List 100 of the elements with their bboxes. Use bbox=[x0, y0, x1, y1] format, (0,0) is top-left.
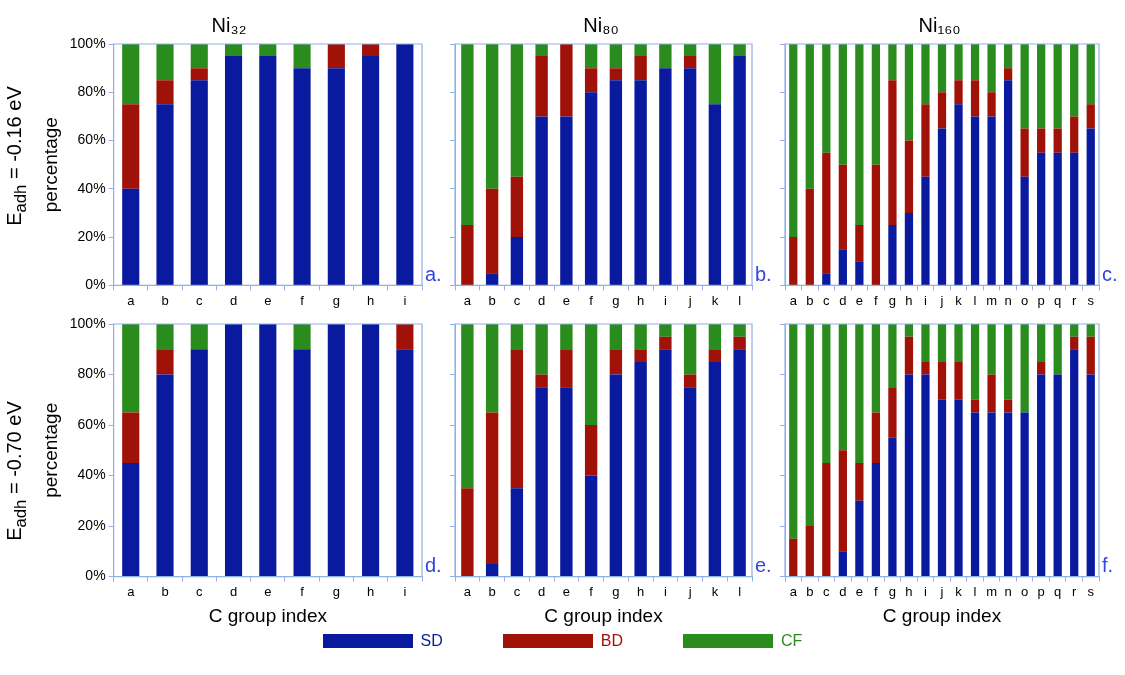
x-tick-label: h bbox=[905, 583, 913, 599]
bar bbox=[156, 104, 174, 285]
bar bbox=[560, 324, 573, 350]
x-tick-label: c bbox=[823, 292, 831, 308]
bar bbox=[535, 56, 548, 117]
y-tick-label: 100% bbox=[69, 314, 106, 331]
bar bbox=[584, 92, 598, 285]
bar bbox=[871, 44, 881, 165]
bar bbox=[362, 56, 380, 285]
x-tick-label: g bbox=[612, 292, 620, 308]
bar bbox=[609, 68, 623, 81]
bar bbox=[888, 437, 897, 577]
bar bbox=[838, 324, 847, 451]
x-tick-label: f bbox=[589, 583, 594, 599]
bar bbox=[855, 500, 864, 577]
bar bbox=[560, 387, 573, 577]
bar bbox=[987, 92, 996, 117]
bar bbox=[954, 80, 963, 105]
bar bbox=[122, 188, 140, 285]
bar bbox=[190, 324, 208, 350]
bar bbox=[1086, 324, 1095, 337]
bar bbox=[224, 56, 243, 285]
bar bbox=[1003, 412, 1013, 577]
bar bbox=[921, 176, 930, 285]
text: CF bbox=[781, 632, 803, 650]
x-tick-label: a bbox=[127, 583, 136, 599]
bar bbox=[485, 563, 499, 577]
bar bbox=[1020, 324, 1029, 413]
bar bbox=[871, 412, 881, 463]
bar bbox=[1003, 80, 1013, 285]
x-tick-label: i bbox=[663, 583, 667, 599]
bar bbox=[1020, 44, 1029, 129]
x-tick-label: j bbox=[687, 292, 692, 308]
x-tick-label: e bbox=[264, 583, 272, 599]
bar bbox=[327, 68, 345, 285]
bar bbox=[1003, 399, 1013, 413]
x-tick-label: e bbox=[855, 583, 863, 599]
x-tick-label: b bbox=[161, 292, 169, 308]
x-tick-label: b bbox=[806, 292, 814, 308]
bar bbox=[1053, 152, 1062, 285]
x-tick-label: n bbox=[1004, 292, 1012, 308]
bar bbox=[871, 462, 881, 577]
bar bbox=[293, 349, 311, 577]
bar bbox=[987, 324, 996, 375]
bar bbox=[461, 225, 474, 285]
bar bbox=[1070, 152, 1079, 285]
bar bbox=[362, 324, 380, 577]
bar bbox=[609, 44, 623, 69]
bar bbox=[871, 164, 881, 285]
x-tick-label: k bbox=[955, 292, 963, 308]
bar bbox=[1003, 68, 1013, 81]
y-axis-title: percentage bbox=[39, 117, 61, 213]
bar bbox=[634, 349, 647, 362]
x-tick-label: h bbox=[637, 292, 645, 308]
bar bbox=[535, 324, 548, 375]
bar bbox=[987, 44, 996, 93]
x-tick-label: d bbox=[538, 583, 546, 599]
bar bbox=[122, 104, 140, 189]
bar bbox=[937, 128, 947, 285]
x-tick-label: o bbox=[1021, 292, 1029, 308]
x-tick-label: i bbox=[924, 292, 928, 308]
bar bbox=[1070, 116, 1079, 153]
bar bbox=[822, 462, 831, 577]
bar bbox=[805, 526, 814, 577]
bar bbox=[822, 273, 831, 285]
y-tick-label: 60% bbox=[77, 415, 106, 432]
bar bbox=[122, 412, 140, 463]
bar bbox=[634, 56, 647, 81]
bar bbox=[224, 44, 243, 57]
bar bbox=[1037, 374, 1046, 577]
x-tick-label: i bbox=[663, 292, 667, 308]
bar bbox=[190, 68, 208, 81]
bar bbox=[838, 164, 847, 250]
bar bbox=[805, 44, 814, 189]
x-tick-label: d bbox=[839, 292, 847, 308]
bar bbox=[609, 324, 623, 350]
bar bbox=[461, 324, 474, 489]
x-tick-label: g bbox=[332, 292, 340, 308]
bar bbox=[293, 44, 311, 69]
text: b. bbox=[755, 262, 772, 285]
bar bbox=[805, 188, 814, 285]
bar bbox=[904, 374, 914, 577]
bar bbox=[1053, 374, 1062, 577]
x-tick-label: k bbox=[955, 583, 963, 599]
bar bbox=[362, 44, 380, 57]
bar bbox=[327, 324, 345, 577]
bar bbox=[1070, 44, 1079, 117]
bar bbox=[510, 488, 524, 577]
bar bbox=[970, 80, 980, 117]
bar bbox=[1003, 324, 1013, 400]
x-tick-label: h bbox=[366, 583, 375, 599]
bar bbox=[789, 44, 798, 238]
bar bbox=[510, 349, 524, 489]
y-tick-label: 20% bbox=[77, 516, 106, 533]
x-tick-label: g bbox=[888, 292, 897, 308]
bar bbox=[396, 324, 414, 350]
x-tick-label: c bbox=[823, 583, 831, 599]
bar bbox=[156, 374, 174, 577]
bar bbox=[584, 475, 598, 577]
bar bbox=[937, 324, 947, 362]
